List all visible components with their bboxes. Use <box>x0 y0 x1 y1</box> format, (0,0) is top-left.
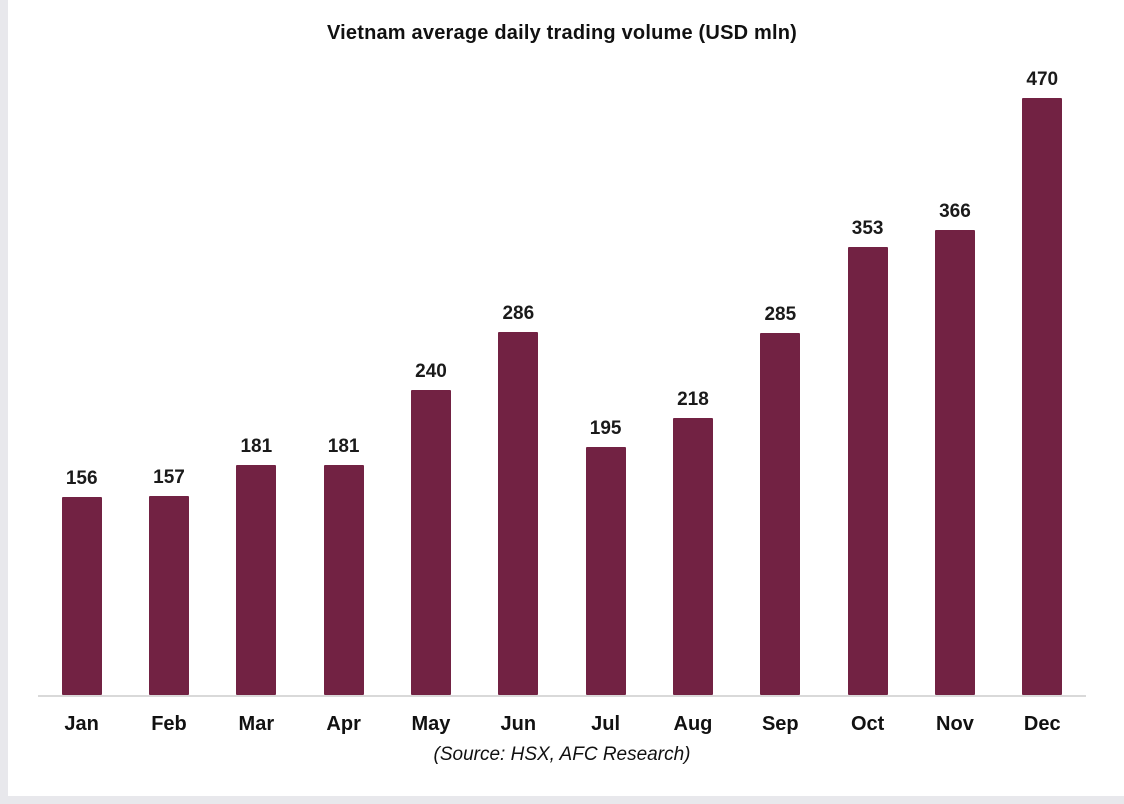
bar-column: 286 <box>475 303 562 695</box>
bar <box>61 497 102 695</box>
bar <box>760 333 801 695</box>
x-axis-label: Aug <box>673 713 713 735</box>
bar <box>498 332 539 695</box>
bar <box>410 390 451 695</box>
bar-column: 181 <box>300 436 387 695</box>
bar-column: 218 <box>649 389 736 695</box>
x-axis-label: Feb <box>151 713 187 735</box>
bar <box>847 247 888 695</box>
bar-value-label: 285 <box>764 304 797 325</box>
bar-column: 353 <box>824 218 911 695</box>
bar <box>934 230 975 695</box>
page-edge-left <box>0 0 8 804</box>
page-edge-bottom <box>0 796 1124 804</box>
bar <box>585 447 626 695</box>
bar-column: 181 <box>213 436 300 695</box>
x-axis-label: May <box>411 713 451 735</box>
bar-column: 240 <box>387 361 474 695</box>
bar <box>323 465 364 695</box>
chart-page: Vietnam average daily trading volume (US… <box>8 0 1116 796</box>
bar-column: 157 <box>125 467 212 695</box>
bar-column: 285 <box>737 304 824 695</box>
bar-value-label: 157 <box>153 467 185 488</box>
bar-value-label: 156 <box>65 468 98 489</box>
x-axis-label: Jan <box>64 713 99 735</box>
bar-value-label: 181 <box>327 436 360 457</box>
bar-value-label: 353 <box>851 218 884 239</box>
bar-value-label: 240 <box>415 361 447 382</box>
bar-value-label: 286 <box>502 303 535 324</box>
bar-value-label: 195 <box>589 418 622 439</box>
bar <box>148 496 189 695</box>
bar-value-label: 218 <box>677 389 709 410</box>
x-axis-label: Sep <box>761 713 799 735</box>
x-axis-label: Jul <box>591 713 621 735</box>
bar-column: 195 <box>562 418 649 695</box>
bar-value-label: 366 <box>939 201 971 222</box>
bar-chart: 156 157 181 181 240 286 195 218 285 353 366 470 <box>38 51 1086 697</box>
x-axis-label: Jun <box>500 713 537 735</box>
bar-column: 156 <box>38 468 125 695</box>
bar-column: 470 <box>999 69 1086 695</box>
bar-value-label: 470 <box>1026 69 1059 90</box>
bar <box>672 418 713 695</box>
bar <box>236 465 277 695</box>
x-axis-label: Apr <box>326 713 361 735</box>
x-axis-label: Dec <box>1023 713 1061 735</box>
chart-area: 156 157 181 181 240 286 195 218 285 353 366 470 Jan… <box>38 51 1086 736</box>
chart-title: Vietnam average daily trading volume (US… <box>326 22 798 44</box>
source-caption: (Source: HSX, AFC Research) <box>433 744 691 765</box>
bar-column: 366 <box>911 201 998 695</box>
x-axis-label: Mar <box>238 713 275 735</box>
bar-value-label: 181 <box>240 436 273 457</box>
x-axis: Jan Feb Mar Apr May Jun Jul Aug Sep Oct Nov Dec <box>38 697 1086 736</box>
x-axis-label: Oct <box>850 713 885 735</box>
x-axis-label: Nov <box>936 713 974 735</box>
bar <box>1022 98 1063 695</box>
